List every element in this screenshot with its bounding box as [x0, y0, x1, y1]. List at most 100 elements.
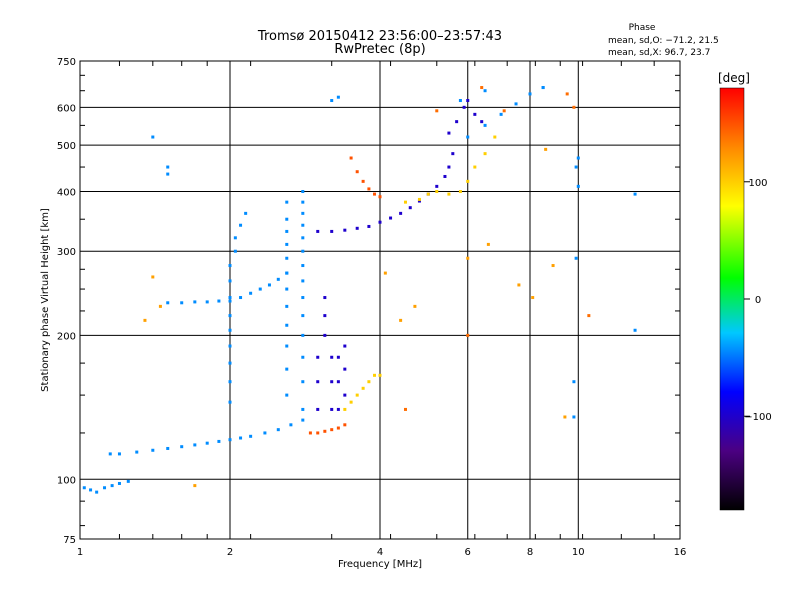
- data-point: [180, 301, 184, 305]
- data-point: [330, 407, 334, 411]
- data-point: [502, 109, 506, 113]
- data-point: [367, 380, 371, 384]
- data-points: [82, 86, 637, 494]
- data-point: [228, 380, 232, 384]
- data-point: [323, 333, 327, 337]
- data-point: [82, 486, 86, 490]
- data-point: [378, 220, 382, 224]
- data-point: [244, 211, 248, 215]
- data-point: [466, 179, 470, 183]
- data-point: [336, 407, 340, 411]
- data-point: [514, 102, 518, 106]
- data-point: [355, 170, 359, 174]
- data-point: [576, 156, 580, 160]
- data-point: [343, 228, 347, 232]
- data-point: [483, 152, 487, 156]
- data-point: [486, 242, 490, 246]
- chart-subtitle: RwPretec (8p): [334, 42, 425, 57]
- y-tick-label: 500: [57, 141, 76, 152]
- data-point: [563, 415, 567, 419]
- data-point: [367, 224, 371, 228]
- data-point: [572, 105, 576, 109]
- data-point: [466, 135, 470, 139]
- data-point: [544, 147, 548, 151]
- data-point: [633, 328, 637, 332]
- data-point: [151, 275, 155, 279]
- y-tick-label: 750: [57, 57, 76, 68]
- data-point: [323, 429, 327, 433]
- data-point: [403, 407, 407, 411]
- data-point: [473, 112, 477, 116]
- data-point: [285, 256, 289, 260]
- data-point: [343, 393, 347, 397]
- data-point: [180, 445, 184, 449]
- data-point: [301, 355, 305, 359]
- data-point: [473, 165, 477, 169]
- phase-box-line-o: mean, sd,O: −71.2, 21.5: [608, 36, 719, 46]
- colorbar-tick-label: 0: [755, 295, 761, 306]
- grid: [80, 61, 680, 539]
- data-point: [499, 112, 503, 116]
- data-point: [413, 304, 417, 308]
- data-point: [417, 199, 421, 203]
- data-point: [158, 304, 162, 308]
- data-point: [301, 407, 305, 411]
- data-point: [228, 400, 232, 404]
- data-point: [336, 355, 340, 359]
- data-point: [258, 287, 262, 291]
- data-point: [289, 423, 293, 427]
- data-point: [493, 135, 497, 139]
- data-point: [205, 441, 209, 445]
- data-point: [355, 393, 359, 397]
- data-point: [373, 192, 377, 196]
- data-point: [276, 428, 280, 432]
- data-point: [151, 135, 155, 139]
- data-point: [343, 344, 347, 348]
- phase-box: Phase mean, sd,O: −71.2, 21.5 mean, sd,X…: [608, 23, 719, 58]
- data-point: [301, 418, 305, 422]
- data-point: [117, 481, 121, 485]
- data-point: [285, 304, 289, 308]
- data-point: [367, 187, 371, 191]
- data-point: [443, 174, 447, 178]
- data-point: [343, 423, 347, 427]
- x-axis-ticks: 1 2 4 6 8 10 16: [77, 61, 686, 558]
- y-axis-ticks: 75 100 200 300 400 500 600 750: [57, 57, 680, 546]
- data-point: [217, 439, 221, 443]
- data-point: [228, 279, 232, 283]
- data-point: [135, 450, 139, 454]
- data-point: [343, 407, 347, 411]
- data-point: [301, 211, 305, 215]
- data-point: [426, 192, 430, 196]
- data-point: [193, 443, 197, 447]
- colorbar-gradient: [719, 87, 745, 511]
- data-point: [528, 92, 532, 96]
- data-point: [233, 236, 237, 240]
- x-tick-label: 4: [377, 547, 383, 558]
- data-point: [285, 344, 289, 348]
- y-tick-label: 75: [63, 535, 76, 546]
- x-axis-label: Frequency [MHz]: [338, 559, 422, 570]
- data-point: [435, 109, 439, 113]
- data-point: [301, 333, 305, 337]
- data-point: [458, 99, 462, 103]
- chart-title: Tromsø 20150412 23:56:00–23:57:43: [257, 29, 502, 44]
- data-point: [316, 407, 320, 411]
- data-point: [343, 367, 347, 371]
- data-point: [228, 344, 232, 348]
- data-point: [285, 229, 289, 233]
- data-point: [480, 86, 484, 90]
- y-tick-label: 100: [57, 475, 76, 486]
- x-tick-label: 8: [527, 547, 533, 558]
- x-tick-label: 6: [465, 547, 471, 558]
- data-point: [399, 318, 403, 322]
- colorbar: [deg] 100 0 −100: [718, 71, 772, 511]
- data-point: [483, 123, 487, 127]
- data-point: [403, 200, 407, 204]
- data-point: [166, 172, 170, 176]
- data-point: [151, 448, 155, 452]
- data-point: [378, 195, 382, 199]
- data-point: [228, 314, 232, 318]
- data-point: [316, 229, 320, 233]
